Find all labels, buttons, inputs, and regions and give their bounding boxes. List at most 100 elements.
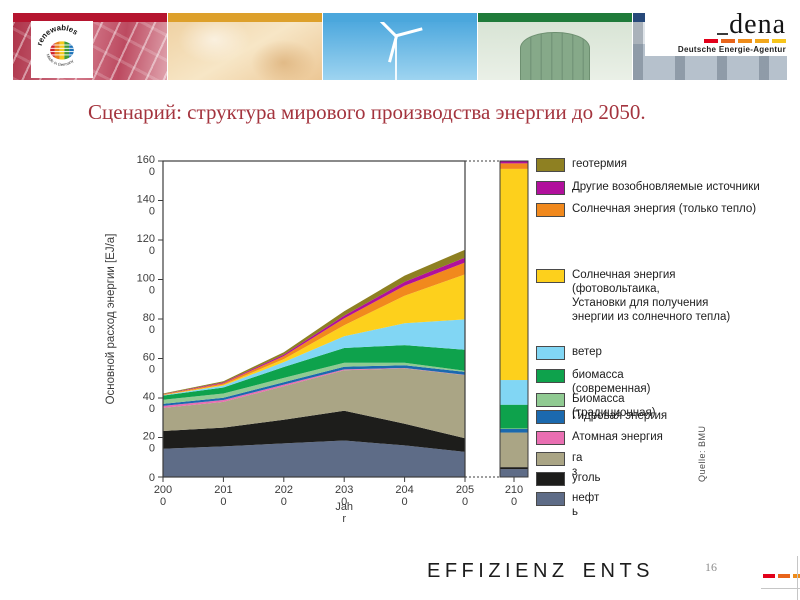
brand-dash bbox=[755, 39, 769, 43]
bar-segment-газ bbox=[500, 432, 528, 468]
svg-text:0: 0 bbox=[149, 472, 155, 484]
brand-dash bbox=[778, 574, 790, 578]
turbine-blade bbox=[376, 22, 398, 37]
svg-text:r: r bbox=[342, 513, 346, 525]
area-уголь bbox=[163, 410, 465, 452]
dena-wordmark: dena bbox=[717, 9, 786, 40]
legend-label: нефт ь bbox=[572, 492, 600, 518]
area-нефть bbox=[163, 440, 465, 477]
dena-underscore bbox=[717, 32, 729, 35]
bar-segment-уголь bbox=[500, 467, 528, 470]
svg-text:60: 60 bbox=[143, 352, 155, 364]
dena-logo: dena Deutsche Energie-Agentur bbox=[645, 10, 800, 56]
svg-text:0: 0 bbox=[341, 496, 347, 508]
legend-item: Другие возобновляемые источники bbox=[536, 180, 760, 195]
svg-text:120: 120 bbox=[137, 233, 155, 245]
brand-dash bbox=[738, 39, 752, 43]
tile-color-bar bbox=[13, 13, 167, 22]
legend-label: биомасса (современная) bbox=[572, 369, 651, 395]
biogas-silo-photo bbox=[478, 22, 632, 80]
svg-text:0: 0 bbox=[149, 166, 155, 178]
renewables-logo-graphic: renewables Made in Germany bbox=[35, 23, 80, 67]
legend-label: уголь bbox=[572, 472, 601, 484]
footer-dashes bbox=[763, 574, 800, 578]
legend-label: Солнечная энергия (только тепло) bbox=[572, 203, 757, 215]
area-Гидровая энергия bbox=[163, 365, 465, 406]
brand-dash bbox=[763, 574, 775, 578]
svg-text:0: 0 bbox=[149, 403, 155, 415]
area-Другие возобновляемые источники bbox=[163, 257, 465, 395]
area-Биомасса (традиционная) bbox=[163, 362, 465, 404]
area-Солнечная энергия (фотовольтаика, Установки для получения энергии из солнечного тепла) bbox=[163, 274, 465, 396]
legend-label: Биомасса (традиционная) bbox=[572, 393, 656, 419]
legend-label: геотермия bbox=[572, 158, 627, 170]
svg-text:0: 0 bbox=[149, 245, 155, 257]
dena-dashes bbox=[704, 39, 786, 43]
area-Атомная энергия bbox=[163, 368, 465, 408]
svg-text:0: 0 bbox=[511, 496, 517, 508]
marble-photo bbox=[168, 22, 322, 80]
legend-item: Солнечная энергия (только тепло) bbox=[536, 202, 756, 217]
svg-text:0: 0 bbox=[149, 206, 155, 218]
svg-text:40: 40 bbox=[143, 391, 155, 403]
header-tile-biogas bbox=[478, 13, 632, 80]
renewables-globe bbox=[50, 41, 74, 60]
dena-subtitle: Deutsche Energie-Agentur bbox=[677, 44, 786, 54]
area-ветер bbox=[163, 319, 465, 396]
header-tile-wind bbox=[323, 13, 477, 80]
svg-text:140: 140 bbox=[137, 194, 155, 206]
svg-text:200: 200 bbox=[154, 484, 172, 496]
svg-text:0: 0 bbox=[220, 496, 226, 508]
svg-text:0: 0 bbox=[281, 496, 287, 508]
footer-text: EFFIZIENZ ENTS bbox=[427, 560, 654, 582]
brand-dash bbox=[721, 39, 735, 43]
svg-text:0: 0 bbox=[149, 443, 155, 455]
tile-color-bar bbox=[323, 13, 477, 22]
area-биомасса (современная) bbox=[163, 345, 465, 400]
legend-label: га з bbox=[572, 452, 583, 478]
energy-scenario-chart: 0200400600800100012001400160020002010202… bbox=[105, 154, 529, 525]
y-axis-title: Основной расход энергии [EJ/a] bbox=[105, 234, 117, 405]
svg-text:100: 100 bbox=[137, 273, 155, 285]
bar-segment-Солнечная энергия (фотовольтаика, Установки для получения энергии из солнечного тепла) bbox=[500, 168, 528, 381]
dena-name-text: dena bbox=[729, 9, 786, 40]
brand-dash bbox=[704, 39, 718, 43]
svg-text:203: 203 bbox=[335, 484, 353, 496]
tile-color-bar bbox=[168, 13, 322, 22]
bar-segment-Солнечная энергия (только тепло) bbox=[500, 163, 528, 169]
legend-label: Атомная энергия bbox=[572, 431, 663, 443]
svg-text:0: 0 bbox=[149, 364, 155, 376]
bar-segment-ветер bbox=[500, 380, 528, 405]
brand-dash bbox=[793, 574, 800, 578]
bar-2100 bbox=[499, 160, 529, 478]
svg-text:204: 204 bbox=[395, 484, 413, 496]
area-Солнечная энергия (только тепло) bbox=[163, 262, 465, 395]
svg-text:201: 201 bbox=[214, 484, 232, 496]
svg-text:0: 0 bbox=[462, 496, 468, 508]
svg-text:210: 210 bbox=[505, 484, 523, 496]
svg-text:20: 20 bbox=[143, 431, 155, 443]
tile-color-bar bbox=[478, 13, 632, 22]
svg-text:0: 0 bbox=[160, 496, 166, 508]
page-number: 16 bbox=[705, 560, 717, 574]
bar-segment-биомасса (современная) bbox=[500, 404, 528, 429]
renewables-logo: renewables Made in Germany bbox=[31, 21, 93, 78]
area-газ bbox=[163, 368, 465, 439]
silo bbox=[520, 32, 590, 80]
legend-label: Гидровая энергия bbox=[572, 410, 668, 422]
turbine-tower bbox=[395, 36, 397, 80]
legend-label: Другие возобновляемые источники bbox=[572, 181, 760, 193]
svg-text:202: 202 bbox=[275, 484, 293, 496]
legend-label: ветер bbox=[572, 346, 602, 358]
legend-item: Солнечная энергия (фотовольтаика, Устано… bbox=[536, 268, 730, 324]
legend-label: Солнечная энергия (фотовольтаика, Устано… bbox=[572, 269, 731, 323]
bar-segment-Другие возобновляемые источники bbox=[500, 161, 528, 164]
footer-corner-line-vertical bbox=[797, 556, 798, 600]
slide-title: Сценарий: структура мирового производств… bbox=[88, 100, 646, 124]
wind-turbine-photo bbox=[323, 22, 477, 80]
footer-corner-line-horizontal bbox=[761, 588, 800, 589]
source-note: Quelle: BMU bbox=[697, 425, 707, 482]
svg-text:0: 0 bbox=[402, 496, 408, 508]
area-геотермия bbox=[163, 249, 465, 395]
